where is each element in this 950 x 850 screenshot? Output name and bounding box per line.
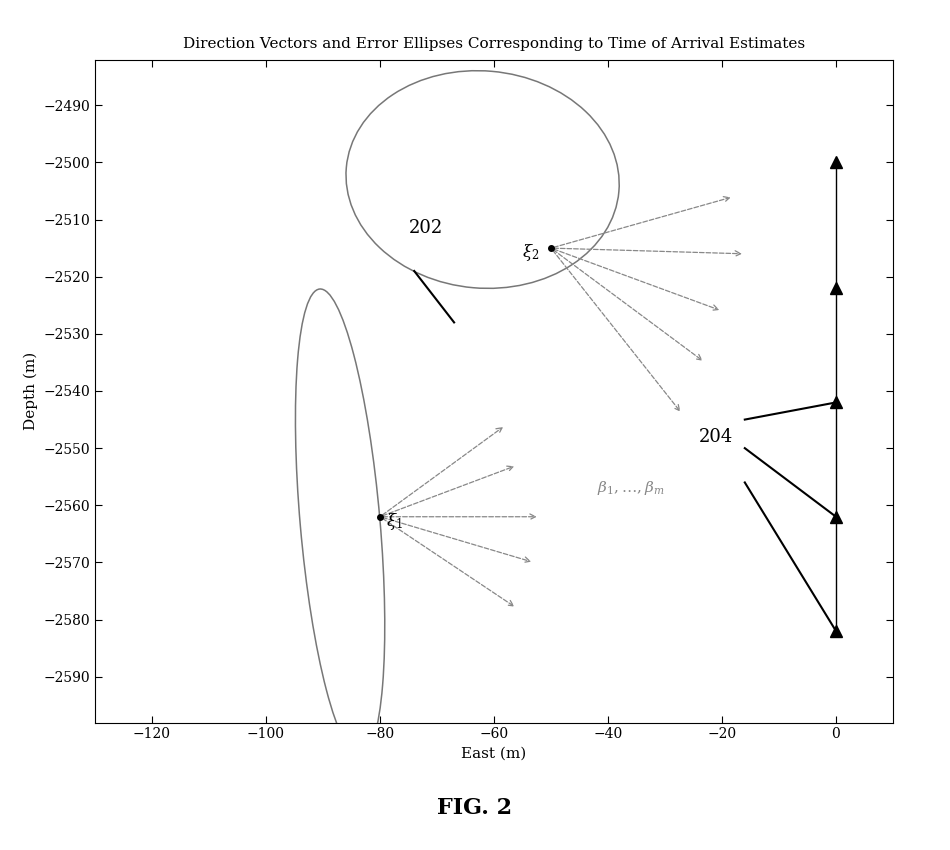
X-axis label: East (m): East (m) xyxy=(462,747,526,761)
Text: FIG. 2: FIG. 2 xyxy=(437,796,513,819)
Text: 202: 202 xyxy=(408,218,443,236)
Title: Direction Vectors and Error Ellipses Corresponding to Time of Arrival Estimates: Direction Vectors and Error Ellipses Cor… xyxy=(183,37,805,51)
Text: $\xi_2$: $\xi_2$ xyxy=(522,242,540,264)
Y-axis label: Depth (m): Depth (m) xyxy=(24,352,38,430)
Text: $\xi_1$: $\xi_1$ xyxy=(386,511,403,532)
Text: $\beta_1,\ldots,\beta_m$: $\beta_1,\ldots,\beta_m$ xyxy=(597,479,664,497)
Text: 204: 204 xyxy=(699,428,733,445)
